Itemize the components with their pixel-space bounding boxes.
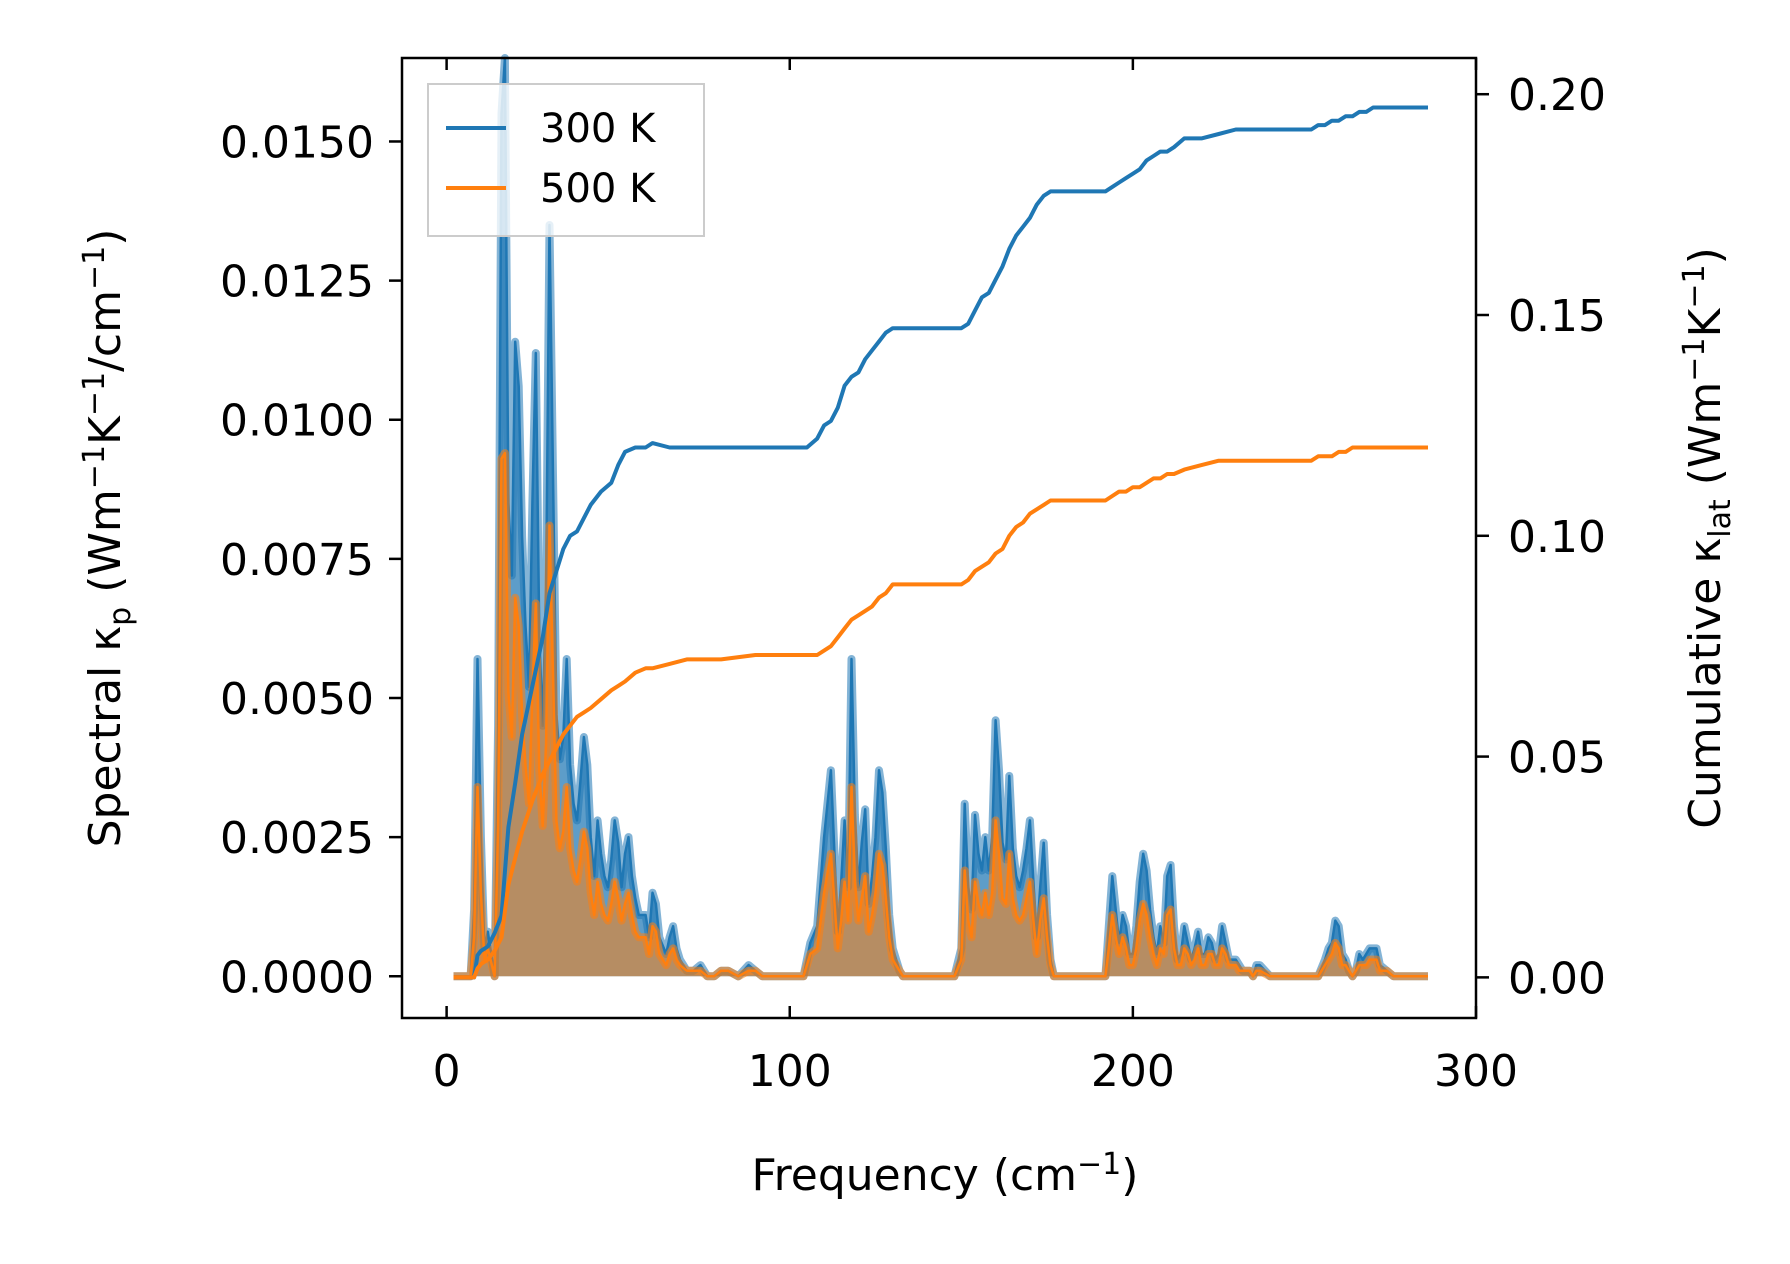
y-left-ticks: 0.0000 0.0025 0.0050 0.0075 0.0100 0.0125 0.01…	[220, 117, 402, 1003]
axes-group	[400, 56, 1478, 1020]
y-left-tick-label: 0.0100	[220, 396, 374, 447]
spectral-line-500k	[453, 451, 1428, 978]
legend: 300 K 500 K	[427, 83, 705, 237]
y-right-tick-label: 0.20	[1508, 70, 1606, 121]
y-right-axis-label: Cumulative κlat (Wm−1K−1)	[1677, 247, 1738, 829]
legend-label-500k: 500 K	[540, 166, 657, 212]
y-left-tick-label: 0.0125	[220, 257, 374, 308]
x-tick-label: 100	[748, 1046, 832, 1097]
legend-label-300k: 300 K	[540, 106, 657, 152]
y-left-axis-label: Spectral κp (Wm−1K−1/cm−1)	[77, 229, 138, 848]
y-left-tick-label: 0.0050	[220, 674, 374, 725]
x-tick-label: 200	[1091, 1046, 1175, 1097]
x-tick-label: 300	[1434, 1046, 1518, 1097]
y-left-tick-label: 0.0025	[220, 813, 374, 864]
y-right-tick-label: 0.10	[1508, 512, 1606, 563]
y-right-tick-label: 0.05	[1508, 733, 1606, 784]
y-right-tick-label: 0.00	[1508, 953, 1606, 1004]
y-left-tick-label: 0.0000	[220, 952, 374, 1003]
plot-frame	[400, 56, 1478, 1020]
cumulative-lines	[453, 105, 1428, 980]
spectral-area-500k	[453, 453, 1428, 977]
y-left-tick-label: 0.0150	[220, 117, 374, 168]
y-right-tick-label: 0.15	[1508, 291, 1606, 342]
x-ticks: 0 100 200 300	[433, 58, 1518, 1097]
spectral-fills	[453, 58, 1428, 977]
y-left-tick-label: 0.0075	[220, 535, 374, 586]
x-axis-label: Frequency (cm−1)	[752, 1147, 1139, 1201]
cumulative-line-500k	[453, 445, 1428, 980]
legend-frame	[427, 83, 705, 237]
x-tick-label: 0	[433, 1046, 461, 1097]
cumulative-line-300k	[453, 105, 1428, 980]
spectral-lines	[453, 54, 1428, 981]
y-right-ticks: 0.00 0.05 0.10 0.15 0.20	[1476, 70, 1606, 1004]
